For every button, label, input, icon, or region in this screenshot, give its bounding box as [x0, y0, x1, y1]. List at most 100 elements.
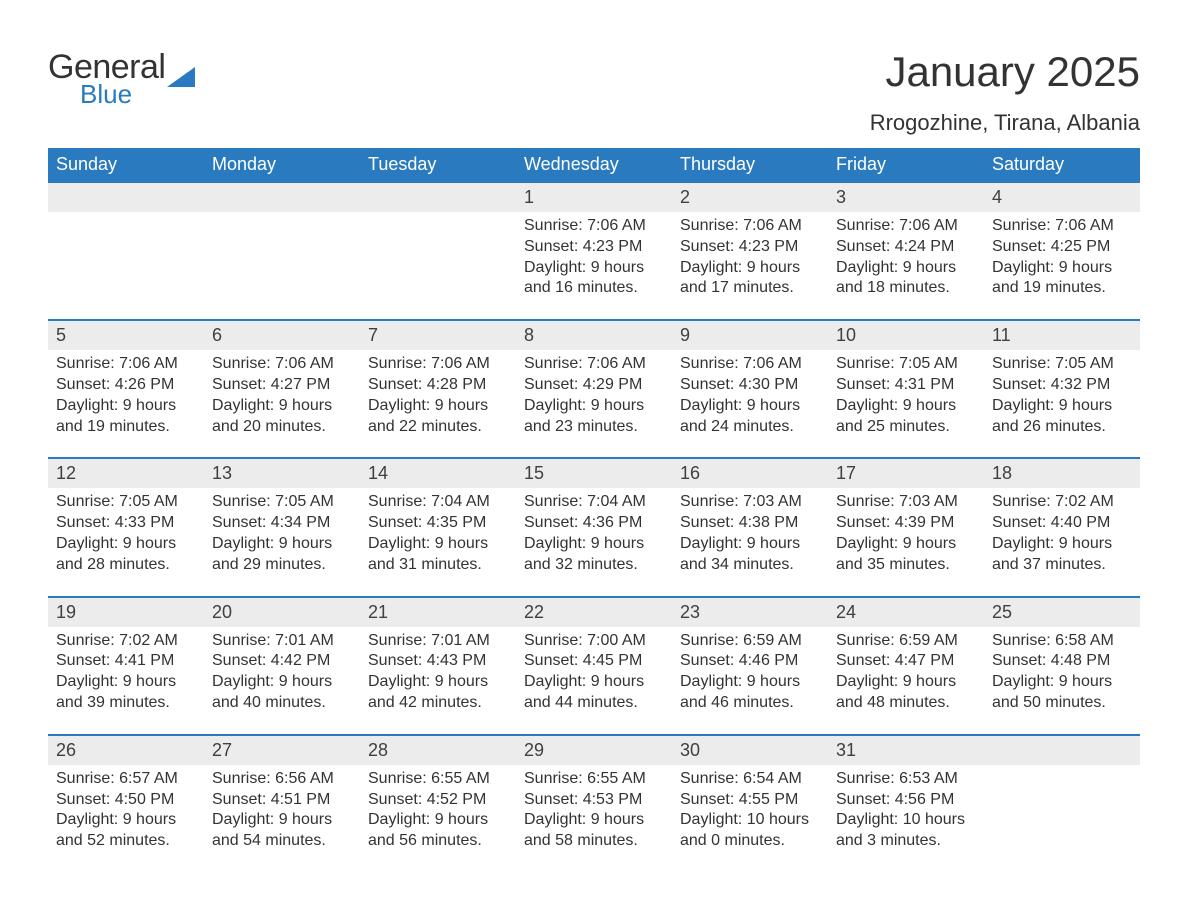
day-details-cell: Sunrise: 7:06 AMSunset: 4:23 PMDaylight:… [516, 212, 672, 320]
day-number-cell: 21 [360, 597, 516, 627]
day-number-row: 567891011 [48, 320, 1140, 350]
day-details-cell: Sunrise: 6:54 AMSunset: 4:55 PMDaylight:… [672, 765, 828, 861]
day2-text: and 19 minutes. [992, 278, 1132, 299]
day1-text: Daylight: 9 hours [368, 810, 508, 831]
day-details-cell: Sunrise: 7:05 AMSunset: 4:34 PMDaylight:… [204, 488, 360, 596]
day1-text: Daylight: 9 hours [56, 672, 196, 693]
day-header: Friday [828, 148, 984, 182]
day-number-cell: 31 [828, 735, 984, 765]
sunset-text: Sunset: 4:55 PM [680, 790, 820, 811]
day-number-cell: 19 [48, 597, 204, 627]
sunset-text: Sunset: 4:51 PM [212, 790, 352, 811]
day-details-cell [204, 212, 360, 320]
sunrise-text: Sunrise: 7:06 AM [368, 354, 508, 375]
day1-text: Daylight: 9 hours [992, 672, 1132, 693]
day-number-cell: 28 [360, 735, 516, 765]
sunrise-text: Sunrise: 7:02 AM [992, 492, 1132, 513]
logo-block: General Blue [48, 48, 195, 110]
sunset-text: Sunset: 4:23 PM [680, 237, 820, 258]
day2-text: and 58 minutes. [524, 831, 664, 852]
day-details-cell: Sunrise: 6:57 AMSunset: 4:50 PMDaylight:… [48, 765, 204, 861]
sunrise-text: Sunrise: 7:03 AM [680, 492, 820, 513]
day-header-row: Sunday Monday Tuesday Wednesday Thursday… [48, 148, 1140, 182]
header-right: January 2025 Rrogozhine, Tirana, Albania [870, 48, 1140, 136]
sunrise-text: Sunrise: 6:55 AM [368, 769, 508, 790]
day1-text: Daylight: 9 hours [368, 672, 508, 693]
day2-text: and 37 minutes. [992, 555, 1132, 576]
day-header: Thursday [672, 148, 828, 182]
day1-text: Daylight: 9 hours [836, 258, 976, 279]
day-number-row: 262728293031 [48, 735, 1140, 765]
day-details-cell: Sunrise: 7:01 AMSunset: 4:43 PMDaylight:… [360, 627, 516, 735]
day2-text: and 18 minutes. [836, 278, 976, 299]
day1-text: Daylight: 9 hours [992, 396, 1132, 417]
day-number-cell [204, 182, 360, 212]
sunset-text: Sunset: 4:46 PM [680, 651, 820, 672]
sunrise-text: Sunrise: 7:06 AM [680, 354, 820, 375]
sunset-text: Sunset: 4:30 PM [680, 375, 820, 396]
logo: General Blue [48, 48, 195, 110]
sunset-text: Sunset: 4:32 PM [992, 375, 1132, 396]
day-details-cell: Sunrise: 7:05 AMSunset: 4:32 PMDaylight:… [984, 350, 1140, 458]
day-details-row: Sunrise: 7:02 AMSunset: 4:41 PMDaylight:… [48, 627, 1140, 735]
day2-text: and 34 minutes. [680, 555, 820, 576]
day-details-cell: Sunrise: 7:04 AMSunset: 4:35 PMDaylight:… [360, 488, 516, 596]
sunrise-text: Sunrise: 7:01 AM [212, 631, 352, 652]
sunset-text: Sunset: 4:35 PM [368, 513, 508, 534]
day-number-cell: 23 [672, 597, 828, 627]
day-number-cell: 1 [516, 182, 672, 212]
sunset-text: Sunset: 4:38 PM [680, 513, 820, 534]
day2-text: and 50 minutes. [992, 693, 1132, 714]
sunrise-text: Sunrise: 6:56 AM [212, 769, 352, 790]
day1-text: Daylight: 9 hours [368, 396, 508, 417]
sunset-text: Sunset: 4:29 PM [524, 375, 664, 396]
sunrise-text: Sunrise: 7:04 AM [524, 492, 664, 513]
sunrise-text: Sunrise: 7:05 AM [212, 492, 352, 513]
day-number-cell: 24 [828, 597, 984, 627]
day2-text: and 20 minutes. [212, 417, 352, 438]
sunrise-text: Sunrise: 6:58 AM [992, 631, 1132, 652]
day2-text: and 44 minutes. [524, 693, 664, 714]
sunset-text: Sunset: 4:42 PM [212, 651, 352, 672]
day-number-cell: 15 [516, 458, 672, 488]
sunrise-text: Sunrise: 7:03 AM [836, 492, 976, 513]
day1-text: Daylight: 9 hours [836, 534, 976, 555]
sunrise-text: Sunrise: 6:54 AM [680, 769, 820, 790]
sunset-text: Sunset: 4:52 PM [368, 790, 508, 811]
day-details-cell [360, 212, 516, 320]
sunrise-text: Sunrise: 7:05 AM [56, 492, 196, 513]
sunset-text: Sunset: 4:28 PM [368, 375, 508, 396]
sunset-text: Sunset: 4:56 PM [836, 790, 976, 811]
day2-text: and 46 minutes. [680, 693, 820, 714]
day-number-cell: 25 [984, 597, 1140, 627]
day1-text: Daylight: 9 hours [524, 810, 664, 831]
month-title: January 2025 [870, 48, 1140, 96]
sunset-text: Sunset: 4:34 PM [212, 513, 352, 534]
day-number-cell: 27 [204, 735, 360, 765]
sunrise-text: Sunrise: 7:00 AM [524, 631, 664, 652]
header-row: General Blue January 2025 Rrogozhine, Ti… [48, 48, 1140, 136]
day-details-cell [48, 212, 204, 320]
sunset-text: Sunset: 4:41 PM [56, 651, 196, 672]
day-details-cell: Sunrise: 7:04 AMSunset: 4:36 PMDaylight:… [516, 488, 672, 596]
day-number-cell: 17 [828, 458, 984, 488]
day-number-row: 19202122232425 [48, 597, 1140, 627]
day-details-cell: Sunrise: 6:59 AMSunset: 4:47 PMDaylight:… [828, 627, 984, 735]
day1-text: Daylight: 9 hours [524, 396, 664, 417]
day1-text: Daylight: 9 hours [992, 258, 1132, 279]
day-details-cell: Sunrise: 7:06 AMSunset: 4:23 PMDaylight:… [672, 212, 828, 320]
day-number-cell: 2 [672, 182, 828, 212]
day1-text: Daylight: 9 hours [680, 258, 820, 279]
day-number-cell [360, 182, 516, 212]
day-number-cell: 8 [516, 320, 672, 350]
day2-text: and 16 minutes. [524, 278, 664, 299]
day-details-cell [984, 765, 1140, 861]
day2-text: and 48 minutes. [836, 693, 976, 714]
day-number-cell: 11 [984, 320, 1140, 350]
sunset-text: Sunset: 4:25 PM [992, 237, 1132, 258]
sunset-text: Sunset: 4:31 PM [836, 375, 976, 396]
day2-text: and 40 minutes. [212, 693, 352, 714]
day2-text: and 29 minutes. [212, 555, 352, 576]
day2-text: and 56 minutes. [368, 831, 508, 852]
location-text: Rrogozhine, Tirana, Albania [870, 110, 1140, 136]
